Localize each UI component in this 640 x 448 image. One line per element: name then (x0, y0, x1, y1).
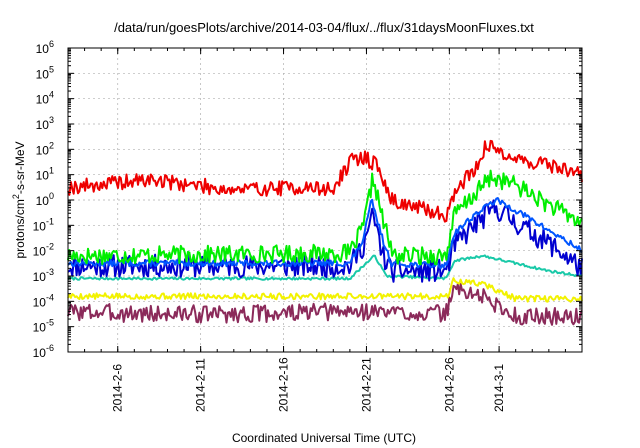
y-tick-label: 100 (36, 191, 54, 208)
series-line-6 (67, 169, 583, 266)
x-tick-label: 2014-2-6 (111, 364, 125, 412)
y-tick-label: 103 (36, 115, 54, 132)
x-tick-label: 2014-2-21 (359, 357, 373, 412)
series-line-7 (67, 139, 583, 223)
y-tick-labels: 10-6 10-5 10-4 10-3 10-2 10-1 100 101 102 103 104 1… (33, 39, 54, 360)
series-line-3 (67, 254, 583, 281)
y-tick-label: 10-6 (33, 343, 54, 360)
y-tick-label: 106 (36, 39, 54, 56)
y-tick-label: 102 (36, 140, 54, 157)
series-line-4 (67, 199, 583, 283)
y-tick-label: 105 (36, 64, 54, 81)
y-tick-label: 104 (36, 90, 54, 107)
y-tick-label: 10-3 (33, 267, 54, 284)
y-tick-label: 10-5 (33, 318, 54, 335)
x-tick-label: 2014-2-26 (442, 357, 456, 412)
data-series (67, 139, 583, 326)
y-tick-label: 10-1 (33, 216, 54, 233)
series-line-2 (67, 277, 583, 303)
x-tick-labels: 2014-2-6 2014-2-11 2014-2-16 2014-2-21 2014-… (111, 357, 506, 412)
y-axis-label: protons/cm2-s-sr-MeV (11, 141, 27, 258)
axis-ticks (68, 47, 582, 353)
x-tick-label: 2014-2-16 (277, 357, 291, 412)
x-axis-label: Coordinated Universal Time (UTC) (232, 431, 416, 445)
x-tick-label: 2014-3-1 (492, 364, 506, 412)
chart-title: /data/run/goesPlots/archive/2014-03-04/f… (114, 20, 534, 35)
y-tick-label: 10-4 (33, 292, 54, 309)
x-tick-label: 2014-2-11 (194, 358, 208, 412)
y-tick-label: 101 (36, 166, 54, 183)
series-line-1 (67, 282, 583, 326)
y-tick-label: 10-2 (33, 242, 54, 259)
series-line-5 (67, 197, 583, 270)
